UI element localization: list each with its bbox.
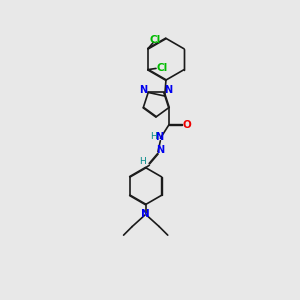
- Text: N: N: [156, 146, 164, 155]
- Text: N: N: [139, 85, 147, 94]
- Text: Cl: Cl: [149, 35, 160, 45]
- Text: N: N: [164, 85, 172, 94]
- Text: N: N: [141, 209, 150, 219]
- Text: O: O: [182, 120, 191, 130]
- Text: N: N: [155, 132, 163, 142]
- Text: H: H: [139, 157, 146, 166]
- Text: Cl: Cl: [156, 63, 167, 74]
- Text: H: H: [150, 132, 157, 141]
